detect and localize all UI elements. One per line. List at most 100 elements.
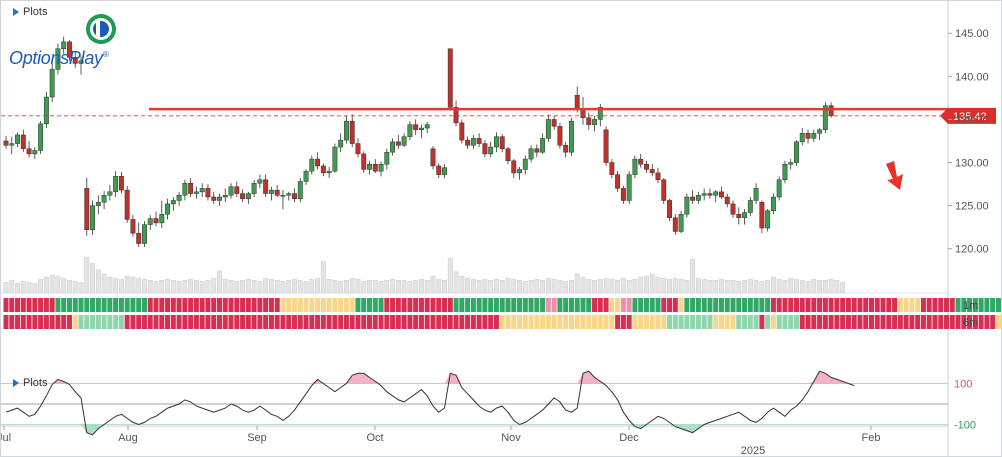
heatmap-cell: [493, 298, 499, 312]
candle-body: [407, 124, 413, 137]
volume-bar: [730, 280, 736, 294]
candle-body: [136, 232, 142, 244]
heatmap-cell: [384, 298, 390, 312]
heatmap-cell: [828, 315, 834, 329]
heatmap-cell: [788, 298, 794, 312]
heatmap-cell: [770, 298, 776, 312]
heatmap-cell: [211, 298, 217, 312]
heatmap-cell: [563, 298, 569, 312]
candle-body: [482, 143, 488, 155]
heatmap-cell: [972, 298, 978, 312]
candle-body: [20, 134, 26, 149]
heatmap-cell: [869, 298, 874, 312]
heatmap-cell: [361, 298, 367, 312]
volume-bar: [355, 278, 361, 294]
candle-body: [3, 140, 9, 146]
heatmap-cell: [280, 315, 286, 329]
heatmap-cell: [367, 315, 373, 329]
candle-body: [176, 195, 182, 201]
heatmap-cell: [26, 315, 32, 329]
y-tick-label: 145.00: [955, 28, 989, 40]
heatmap-cell: [863, 298, 869, 312]
volume-bar: [136, 277, 142, 294]
candle-body: [320, 165, 326, 174]
heatmap-cell: [742, 315, 748, 329]
volume-bar: [338, 281, 344, 294]
heatmap-cell: [182, 315, 188, 329]
volume-bar: [407, 281, 413, 294]
heatmap-cell: [436, 315, 442, 329]
heatmap-cell: [141, 315, 147, 329]
volume-bar: [32, 283, 38, 294]
heatmap-cell: [32, 315, 38, 329]
volume-bar: [228, 280, 234, 294]
heatmap-cell: [615, 315, 621, 329]
volume-bar: [315, 277, 321, 294]
volume-bar: [545, 277, 551, 294]
y-tick-label: 130.00: [955, 158, 989, 170]
volume-bar: [759, 281, 765, 294]
heatmap-cell: [724, 315, 730, 329]
heatmap-cell: [430, 298, 436, 312]
volume-bar: [286, 280, 292, 294]
heatmap-cell: [268, 315, 274, 329]
heatmap-cell: [805, 298, 811, 312]
volume-bar: [522, 281, 528, 294]
heatmap-cell: [216, 315, 222, 329]
x-tick-label: Feb: [862, 432, 881, 444]
candle-body: [67, 41, 72, 58]
volume-bar: [193, 280, 199, 294]
volume-bar: [615, 280, 621, 294]
volume-bar: [534, 278, 540, 294]
heatmap-cell: [592, 298, 598, 312]
candle-body: [268, 189, 274, 194]
volume-bar: [753, 280, 759, 294]
volume-bar: [170, 280, 176, 294]
heatmap-cell: [574, 315, 580, 329]
volume-bar: [263, 277, 269, 294]
heatmap-cell: [955, 298, 961, 312]
heatmap-cell: [147, 315, 153, 329]
heatmap-cell: [15, 298, 21, 312]
candle-body: [424, 124, 430, 129]
plots-toggle-bottom[interactable]: Plots: [13, 377, 47, 389]
heatmap-cell: [961, 315, 967, 329]
plots-toggle-top[interactable]: Plots: [13, 6, 47, 18]
candle-body: [61, 41, 67, 50]
heatmap-cell: [3, 298, 9, 312]
heatmap-cell: [447, 315, 453, 329]
heatmap-cell: [747, 298, 753, 312]
volume-bar: [626, 280, 632, 294]
volume-bar: [240, 280, 246, 294]
volume-bar: [470, 278, 476, 294]
candle-body: [695, 195, 701, 201]
heatmap-cell: [78, 315, 84, 329]
heatmap-cell: [545, 298, 551, 312]
candle-body: [147, 218, 153, 225]
candle-body: [361, 153, 367, 170]
heatmap-cell: [378, 298, 384, 312]
heatmap-cell: [978, 315, 984, 329]
heatmap-cell: [355, 298, 361, 312]
heatmap-cell: [978, 298, 984, 312]
heatmap-cell: [470, 298, 476, 312]
logo-mark-icon: [86, 14, 116, 44]
heatmap-cell: [851, 298, 857, 312]
volume-bar: [528, 280, 534, 294]
candle-body: [661, 179, 667, 201]
candle-body: [257, 179, 263, 184]
candle-body: [9, 143, 15, 146]
heatmap-cell: [292, 315, 297, 329]
heatmap-cell: [615, 298, 621, 312]
heatmap-cell: [736, 315, 742, 329]
candle-body: [343, 120, 349, 141]
volume-bar: [55, 275, 61, 294]
heatmap-cell: [153, 315, 159, 329]
volume-bar: [661, 277, 667, 294]
osc-level-label: -100: [954, 420, 976, 432]
heatmap-cell: [130, 315, 136, 329]
candle-body: [701, 193, 707, 196]
candle-body: [534, 148, 540, 153]
heatmap-cell: [505, 298, 511, 312]
